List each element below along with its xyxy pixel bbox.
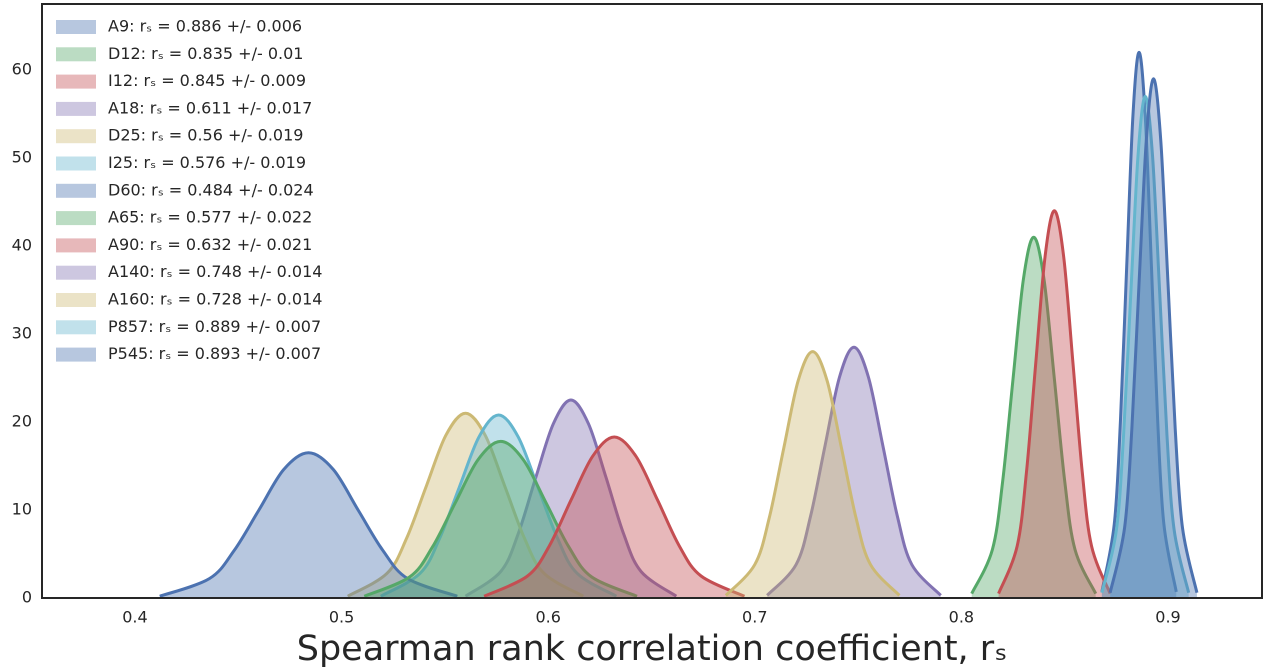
legend-swatch (56, 347, 96, 362)
density-line (1108, 77, 1199, 594)
y-tick-label: 30 (12, 324, 32, 343)
x-tick-label: 0.9 (1155, 608, 1180, 627)
y-tick-label: 60 (12, 60, 32, 79)
x-tick-label: 0.8 (949, 608, 974, 627)
legend-label: A90: rₛ = 0.632 +/- 0.021 (108, 235, 312, 254)
legend-swatch (56, 265, 96, 280)
legend-label: P545: rₛ = 0.893 +/- 0.007 (108, 344, 321, 363)
y-tick-label: 0 (22, 588, 32, 607)
legend-label: P857: rₛ = 0.889 +/- 0.007 (108, 317, 321, 336)
y-tick-label: 50 (12, 148, 32, 167)
legend-swatch (56, 211, 96, 226)
x-tick-label: 0.4 (122, 608, 147, 627)
y-tick-label: 40 (12, 236, 32, 255)
x-tick-label: 0.7 (742, 608, 767, 627)
legend-swatch (56, 74, 96, 89)
density-area (1101, 52, 1177, 598)
legend-label: D60: rₛ = 0.484 +/- 0.024 (108, 180, 314, 199)
density-line (464, 398, 678, 598)
legend-label: I25: rₛ = 0.576 +/- 0.019 (108, 153, 306, 172)
legend-label: A18: rₛ = 0.611 +/- 0.017 (108, 98, 312, 117)
density-area (998, 210, 1111, 599)
density-area (725, 351, 900, 598)
legend-label: A9: rₛ = 0.886 +/- 0.006 (108, 17, 302, 36)
y-tick-label: 20 (12, 412, 32, 431)
legend-swatch (56, 101, 96, 116)
density-line (483, 435, 746, 598)
density-area (767, 347, 941, 598)
legend-swatch (56, 293, 96, 307)
density-line (970, 235, 1098, 595)
density-line (159, 451, 458, 598)
density-area (971, 237, 1096, 598)
density-line (766, 345, 942, 597)
density-area (1110, 78, 1197, 599)
legend-swatch (56, 320, 96, 335)
legend-swatch (56, 129, 96, 144)
legend-swatch (56, 20, 96, 34)
density-line (363, 439, 638, 598)
plot-frame (41, 3, 1263, 599)
density-area (380, 414, 617, 598)
density-area (159, 452, 458, 598)
density-line (347, 411, 585, 598)
legend-swatch (56, 238, 96, 253)
legend-label: A160: rₛ = 0.728 +/- 0.014 (108, 290, 322, 309)
legend-swatch (56, 183, 96, 198)
legend-label: I12: rₛ = 0.845 +/- 0.009 (108, 71, 306, 90)
y-tick-label: 10 (12, 500, 32, 519)
density-line (1100, 94, 1191, 594)
legend-label: D25: rₛ = 0.56 +/- 0.019 (108, 126, 303, 145)
density-line (724, 350, 901, 597)
legend-swatch (56, 156, 96, 171)
density-area (1101, 96, 1189, 599)
density-line (997, 209, 1112, 595)
density-line (380, 413, 618, 598)
x-axis-label: Spearman rank correlation coefficient, r… (297, 629, 1008, 669)
legend-label: A140: rₛ = 0.748 +/- 0.014 (108, 262, 322, 281)
legend-swatch (56, 47, 96, 62)
x-tick-label: 0.6 (535, 608, 560, 627)
x-tick-label: 0.5 (329, 608, 354, 627)
legend-label: D12: rₛ = 0.835 +/- 0.01 (108, 44, 303, 63)
density-area (484, 436, 745, 598)
legend-label: A65: rₛ = 0.577 +/- 0.022 (108, 208, 312, 227)
density-line (1100, 50, 1178, 593)
density-area (364, 441, 638, 598)
density-area (347, 413, 584, 598)
